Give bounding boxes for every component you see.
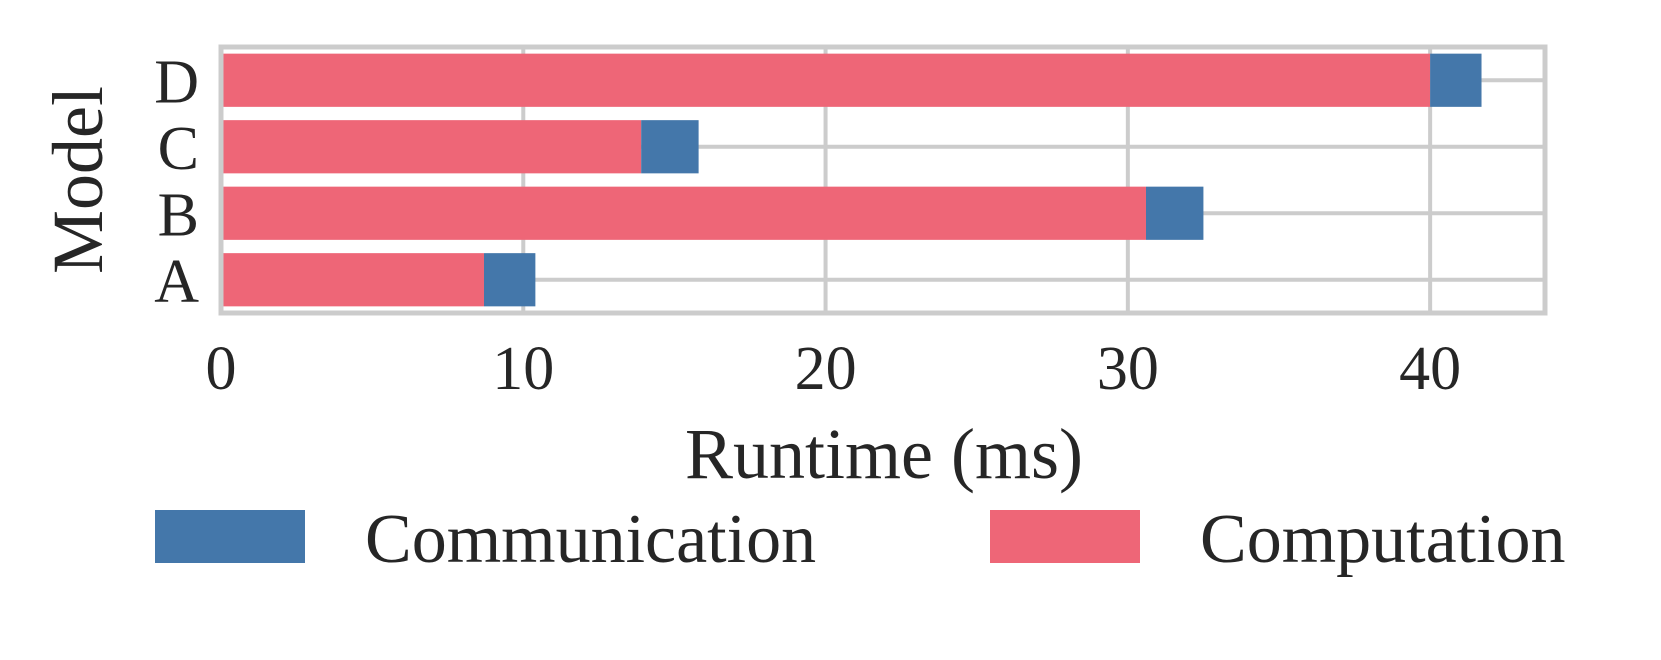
legend-swatch-communication [155, 510, 305, 563]
bar-computation-d [221, 53, 1431, 107]
bar-communication-d [1430, 53, 1482, 107]
legend-swatch-computation [990, 510, 1140, 563]
x-tick-label: 40 [1399, 335, 1461, 403]
legend: Communication Computation [155, 501, 1566, 578]
y-tick-label-a: A [154, 248, 199, 316]
bar-communication-a [483, 253, 536, 307]
bars-layer [221, 53, 1482, 307]
legend-label-communication: Communication [365, 501, 816, 578]
bar-communication-c [641, 120, 699, 174]
x-tick-label: 20 [795, 335, 857, 403]
y-tick-label-b: B [158, 181, 199, 249]
y-tick-label-c: C [158, 115, 199, 183]
plot-frame [218, 44, 1548, 316]
y-axis-label: Model [38, 86, 118, 274]
bar-communication-b [1145, 186, 1204, 240]
x-tick-label: 30 [1097, 335, 1159, 403]
x-tick-label: 0 [206, 335, 237, 403]
x-tick-label: 10 [492, 335, 554, 403]
x-tick-labels: 0 10 20 30 40 [206, 335, 1462, 403]
bar-computation-c [221, 120, 642, 174]
x-axis-label: Runtime (ms) [685, 414, 1083, 494]
y-tick-label-d: D [154, 48, 199, 116]
bar-computation-b [221, 186, 1146, 240]
legend-label-computation: Computation [1200, 501, 1566, 578]
bar-computation-a [221, 253, 484, 307]
